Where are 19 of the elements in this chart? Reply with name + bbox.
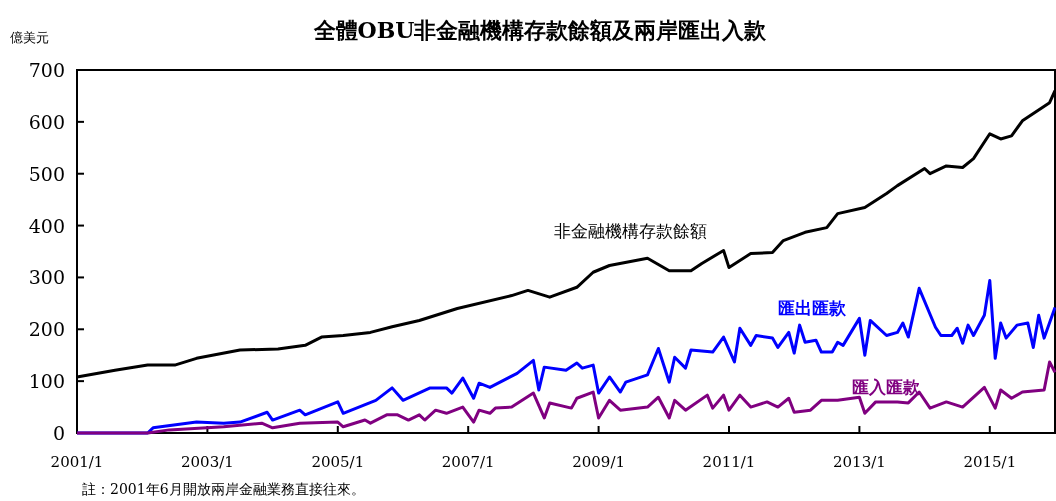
y-tick-label: 500 <box>28 162 65 185</box>
x-tick-label: 2007/1 <box>441 453 495 471</box>
y-tick-label: 100 <box>28 370 65 393</box>
y-tick-label: 600 <box>28 110 65 133</box>
y-tick-label: 200 <box>28 318 65 341</box>
y-tick-label: 700 <box>28 59 65 81</box>
title: 全體OBU非金融機構存款餘額及兩岸匯出入款 <box>313 17 767 43</box>
x-tick-label: 2011/1 <box>702 453 756 471</box>
x-tick-label: 2005/1 <box>311 453 365 471</box>
x-tick-label: 2003/1 <box>181 453 234 471</box>
annotation: 註：2001年6月開放兩岸金融業務直接往來。 <box>82 481 365 497</box>
ylabel: 億美元 <box>10 30 49 45</box>
x-tick-label: 2013/1 <box>833 453 886 471</box>
y-tick-label: 300 <box>28 266 65 289</box>
x-tick-label: 2001/1 <box>50 453 104 471</box>
y-tick-label: 0 <box>52 422 65 444</box>
x-tick-label: 2015/1 <box>963 453 1017 471</box>
y-tick-label: 400 <box>28 214 65 237</box>
x-tick-label: 2009/1 <box>572 453 625 471</box>
